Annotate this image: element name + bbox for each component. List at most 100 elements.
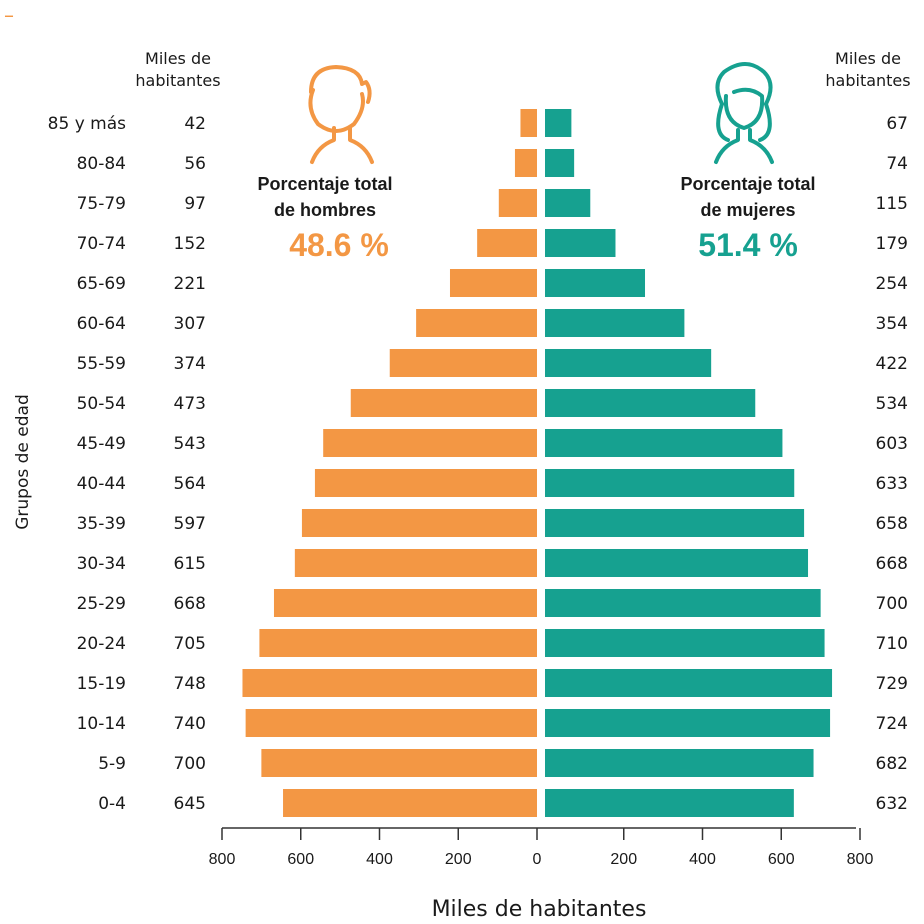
women-value-label: 668 bbox=[876, 554, 908, 574]
men-value-label: 705 bbox=[174, 634, 206, 654]
women-value-label: 700 bbox=[876, 594, 908, 614]
men-bar bbox=[350, 389, 537, 417]
age-group-label: 35-39 bbox=[77, 514, 126, 534]
age-group-label: 20-24 bbox=[77, 634, 126, 654]
women-bar bbox=[545, 229, 616, 257]
men-bar bbox=[477, 229, 537, 257]
men-bar bbox=[314, 469, 537, 497]
x-tick-label: 600 bbox=[287, 851, 314, 868]
men-value-label: 42 bbox=[184, 114, 206, 134]
x-tick-label: 200 bbox=[445, 851, 472, 868]
x-axis-label: Miles de habitantes bbox=[432, 897, 647, 922]
age-group-label: 10-14 bbox=[77, 714, 126, 734]
men-bar bbox=[259, 629, 537, 657]
women-bar bbox=[545, 789, 794, 817]
men-value-label: 307 bbox=[174, 314, 206, 334]
women-bar bbox=[545, 669, 833, 697]
left-header-line1: Miles de bbox=[145, 49, 211, 68]
men-bar bbox=[498, 189, 537, 217]
x-tick-label: 400 bbox=[689, 851, 716, 868]
women-value-label: 67 bbox=[886, 114, 908, 134]
age-group-label: 80-84 bbox=[77, 154, 126, 174]
x-tick-label: 600 bbox=[768, 851, 795, 868]
men-summary-value: 48.6 % bbox=[289, 227, 389, 263]
men-bar bbox=[389, 349, 537, 377]
x-tick-label: 800 bbox=[847, 851, 874, 868]
men-value-label: 668 bbox=[174, 594, 206, 614]
men-value-label: 645 bbox=[174, 794, 206, 814]
women-value-label: 724 bbox=[876, 714, 908, 734]
age-group-label: 0-4 bbox=[98, 794, 126, 814]
women-value-label: 422 bbox=[876, 354, 908, 374]
age-group-label: 45-49 bbox=[77, 434, 126, 454]
men-bar bbox=[301, 509, 537, 537]
women-bar bbox=[545, 109, 572, 137]
men-bar bbox=[261, 749, 537, 777]
women-bar bbox=[545, 549, 809, 577]
age-group-label: 5-9 bbox=[98, 754, 126, 774]
right-header-line1: Miles de bbox=[835, 49, 901, 68]
women-value-label: 354 bbox=[876, 314, 908, 334]
age-group-label: 50-54 bbox=[77, 394, 126, 414]
women-value-label: 179 bbox=[876, 234, 908, 254]
women-value-label: 658 bbox=[876, 514, 908, 534]
men-bar bbox=[416, 309, 537, 337]
x-tick-label: 0 bbox=[533, 851, 542, 868]
age-group-label: 85 y más bbox=[48, 114, 126, 134]
women-bar bbox=[545, 349, 712, 377]
women-value-label: 603 bbox=[876, 434, 908, 454]
men-value-label: 748 bbox=[174, 674, 206, 694]
women-bar bbox=[545, 309, 685, 337]
corner-mark: – bbox=[4, 3, 14, 27]
man-outline-icon bbox=[308, 65, 374, 164]
men-bar bbox=[323, 429, 537, 457]
x-tick-label: 400 bbox=[366, 851, 393, 868]
men-bar bbox=[245, 709, 537, 737]
women-value-label: 115 bbox=[876, 194, 908, 214]
women-value-label: 534 bbox=[876, 394, 908, 414]
men-bar bbox=[514, 149, 537, 177]
men-value-label: 564 bbox=[174, 474, 206, 494]
x-tick-label: 200 bbox=[610, 851, 637, 868]
age-group-label: 40-44 bbox=[77, 474, 126, 494]
age-group-label: 75-79 bbox=[77, 194, 126, 214]
right-header-line2: habitantes bbox=[825, 71, 910, 90]
men-bar bbox=[520, 109, 537, 137]
age-group-label: 25-29 bbox=[77, 594, 126, 614]
men-bar bbox=[273, 589, 537, 617]
men-value-label: 56 bbox=[184, 154, 206, 174]
women-value-label: 729 bbox=[876, 674, 908, 694]
men-bar bbox=[242, 669, 537, 697]
women-value-label: 254 bbox=[876, 274, 908, 294]
men-summary-title-line2: de hombres bbox=[274, 200, 376, 220]
men-value-label: 597 bbox=[174, 514, 206, 534]
men-value-label: 543 bbox=[174, 434, 206, 454]
men-bar bbox=[449, 269, 537, 297]
age-group-label: 65-69 bbox=[77, 274, 126, 294]
women-bar bbox=[545, 429, 783, 457]
women-bar bbox=[545, 189, 591, 217]
women-bar bbox=[545, 749, 814, 777]
women-value-label: 74 bbox=[886, 154, 908, 174]
y-axis-label: Grupos de edad bbox=[13, 394, 33, 530]
men-bar bbox=[294, 549, 537, 577]
women-value-label: 632 bbox=[876, 794, 908, 814]
men-value-label: 221 bbox=[174, 274, 206, 294]
age-group-label: 70-74 bbox=[77, 234, 126, 254]
women-bar bbox=[545, 469, 795, 497]
x-tick-label: 800 bbox=[209, 851, 236, 868]
men-value-label: 374 bbox=[174, 354, 206, 374]
men-value-label: 97 bbox=[184, 194, 206, 214]
women-value-label: 633 bbox=[876, 474, 908, 494]
women-bar bbox=[545, 149, 575, 177]
women-value-label: 682 bbox=[876, 754, 908, 774]
age-group-label: 15-19 bbox=[77, 674, 126, 694]
women-bar bbox=[545, 509, 805, 537]
women-summary-title-line2: de mujeres bbox=[700, 200, 795, 220]
men-value-label: 615 bbox=[174, 554, 206, 574]
women-bar bbox=[545, 269, 646, 297]
men-summary-title-line1: Porcentaje total bbox=[257, 174, 392, 194]
women-summary-title-line1: Porcentaje total bbox=[680, 174, 815, 194]
men-bar bbox=[283, 789, 537, 817]
